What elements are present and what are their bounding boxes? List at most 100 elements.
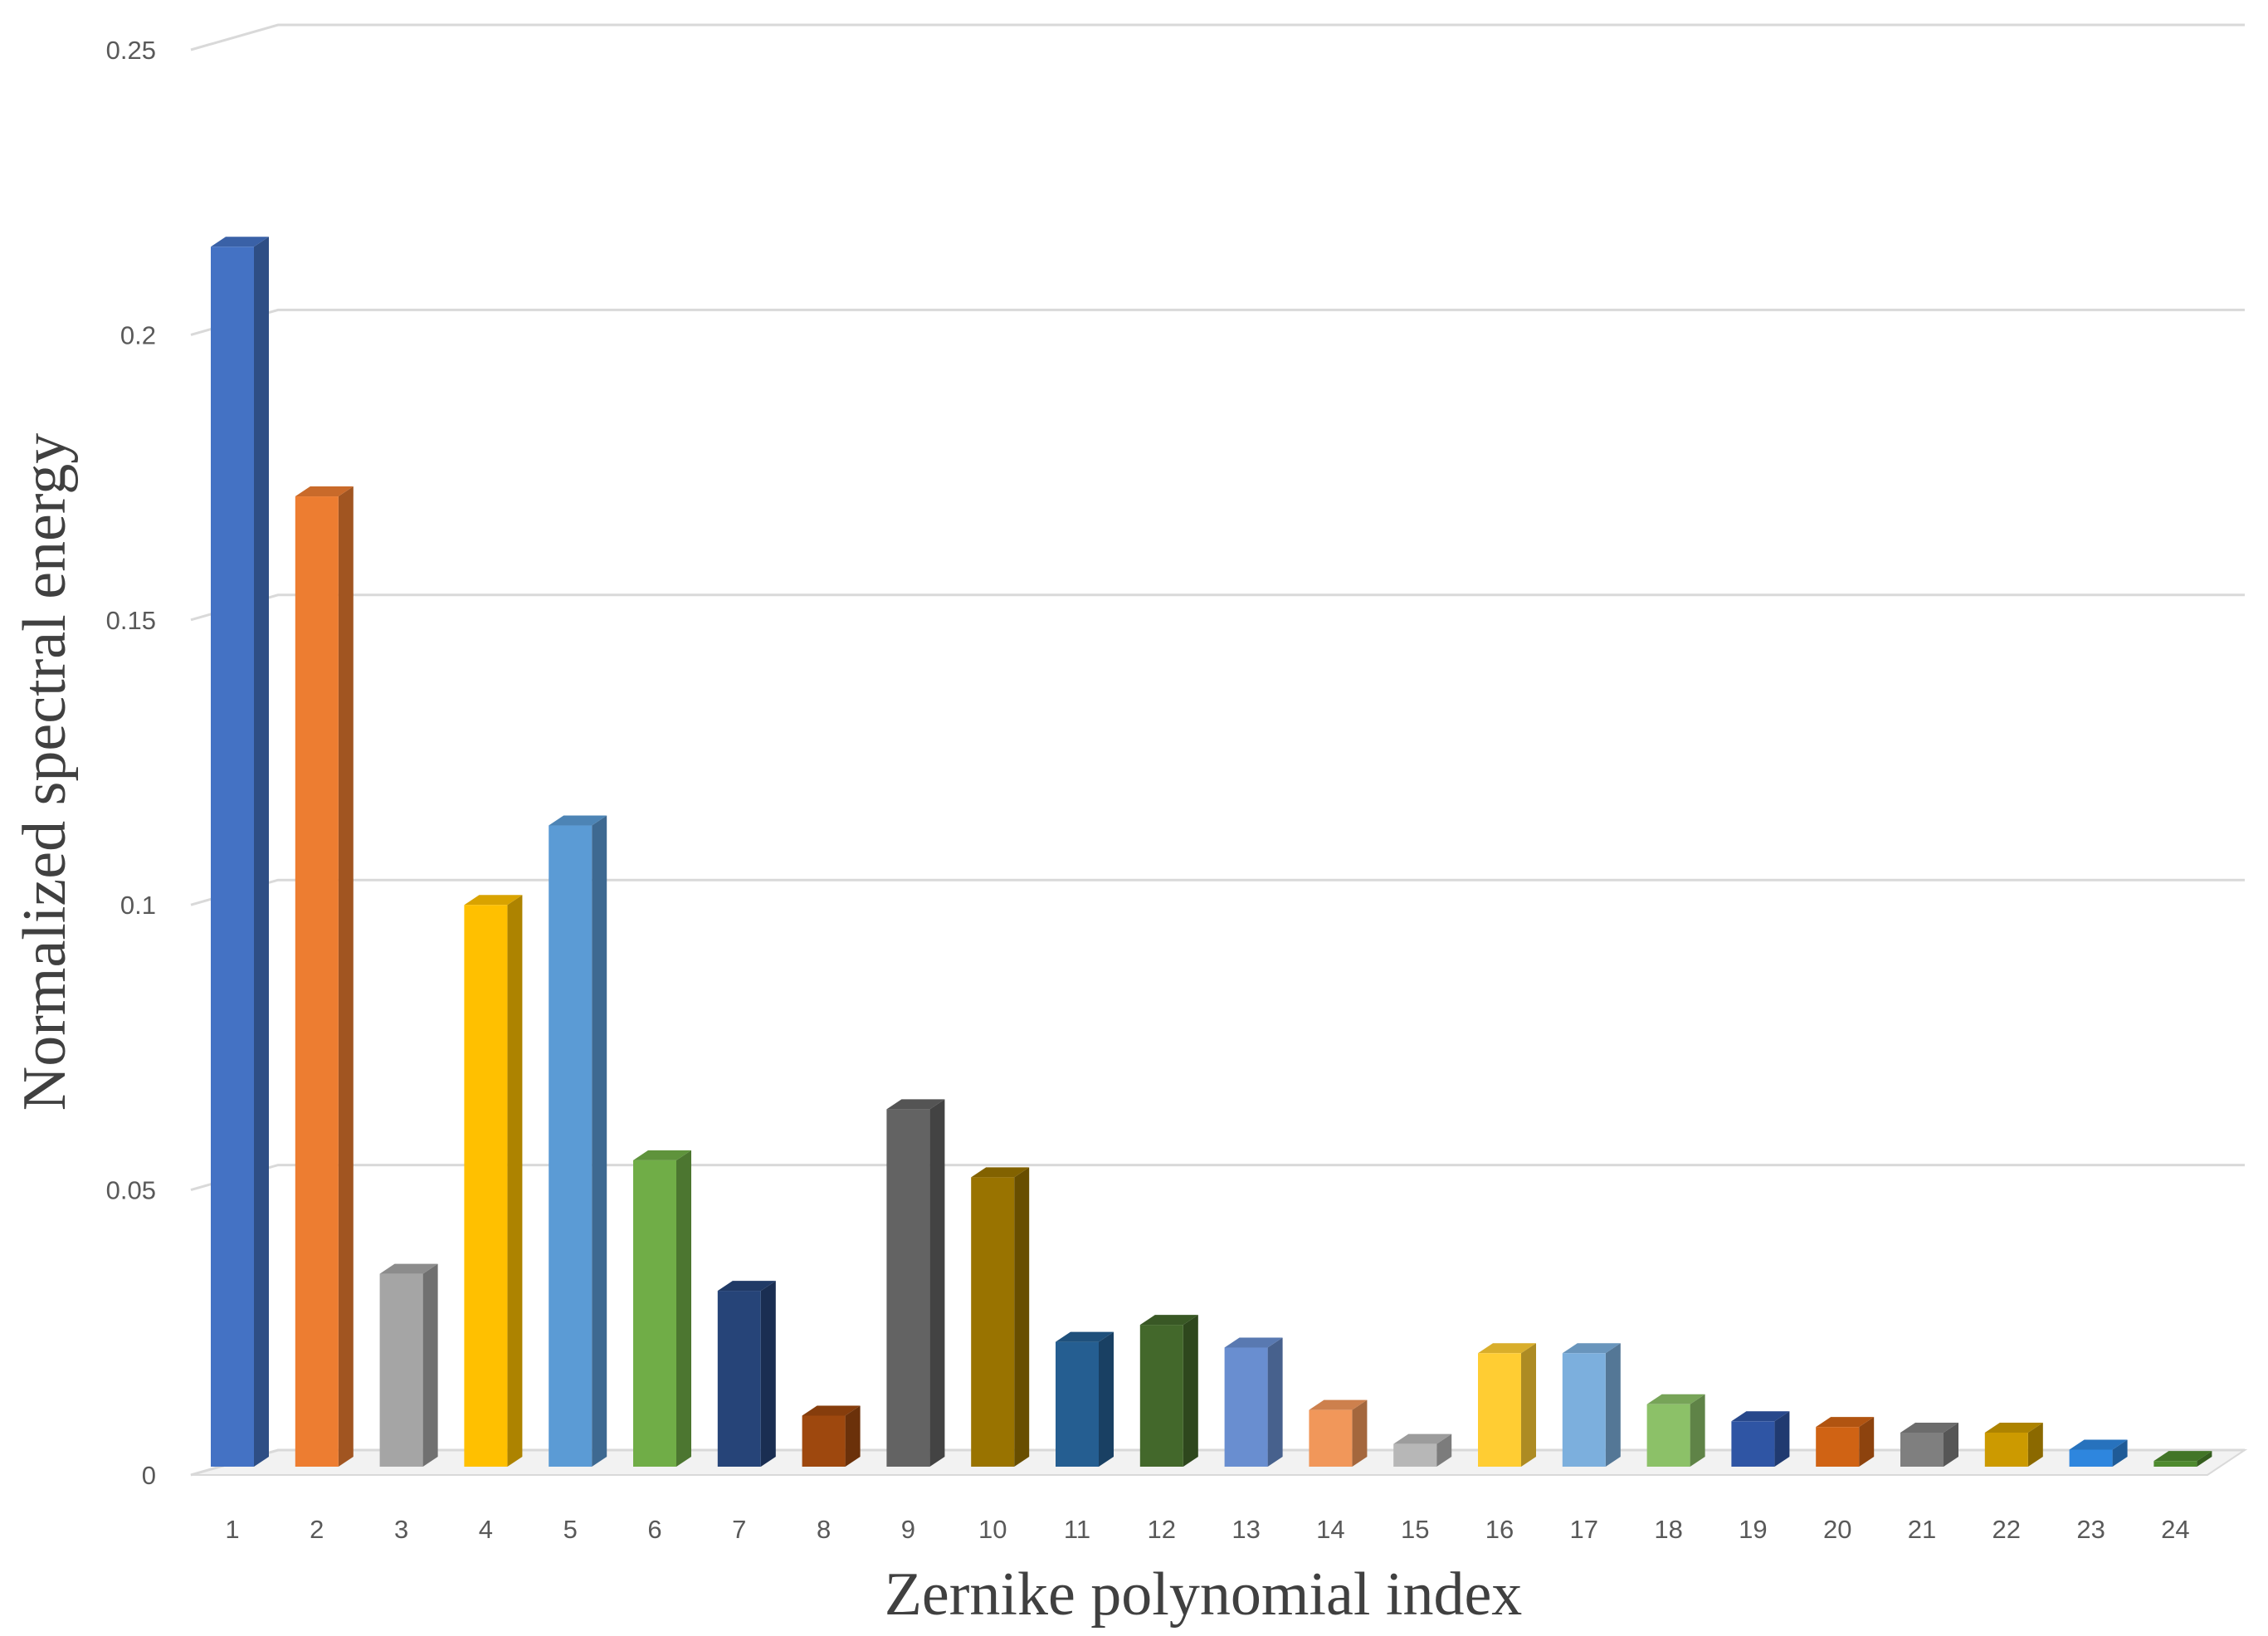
bar bbox=[1478, 1343, 1536, 1467]
bar bbox=[1562, 1343, 1621, 1467]
bar-side bbox=[1605, 1343, 1621, 1467]
y-tick-label: 0.2 bbox=[120, 320, 156, 349]
bar-side bbox=[1859, 1417, 1875, 1467]
bar-side bbox=[1774, 1411, 1790, 1467]
bar-side bbox=[760, 1281, 776, 1467]
bar-top bbox=[1816, 1417, 1875, 1428]
y-tick-label: 0.1 bbox=[120, 891, 156, 920]
bar-front bbox=[464, 905, 508, 1467]
bar bbox=[717, 1281, 776, 1467]
bar bbox=[1984, 1422, 2043, 1467]
bar-top bbox=[1562, 1343, 1621, 1354]
y-tick-label: 0.05 bbox=[106, 1176, 156, 1205]
gridline bbox=[190, 308, 2245, 336]
bar-top bbox=[1139, 1315, 1198, 1326]
bar-side bbox=[1352, 1399, 1368, 1467]
bar-top bbox=[464, 895, 523, 906]
bar-front bbox=[802, 1415, 846, 1467]
bar-top bbox=[1478, 1343, 1536, 1354]
x-tick-label: 24 bbox=[2161, 1515, 2189, 1544]
bar-front bbox=[1816, 1427, 1860, 1467]
bar-top bbox=[2069, 1439, 2128, 1450]
bar-side bbox=[2197, 1451, 2212, 1467]
x-tick-label: 22 bbox=[1992, 1515, 2021, 1544]
bar-front bbox=[1562, 1353, 1606, 1467]
bar bbox=[464, 895, 523, 1467]
bar bbox=[1056, 1331, 1114, 1467]
bar-front bbox=[1478, 1353, 1521, 1467]
bar-front bbox=[717, 1291, 761, 1467]
bar-top bbox=[1224, 1337, 1283, 1348]
bar-front bbox=[1900, 1432, 1944, 1467]
bar-side bbox=[338, 486, 354, 1468]
bar-front bbox=[1224, 1347, 1268, 1467]
gridline bbox=[190, 593, 2245, 622]
bar bbox=[1731, 1411, 1790, 1467]
x-tick-label: 17 bbox=[1570, 1515, 1598, 1544]
x-tick-label: 7 bbox=[732, 1515, 746, 1544]
bar bbox=[1224, 1337, 1283, 1467]
y-tick-label: 0.25 bbox=[106, 36, 156, 65]
bar-top bbox=[1056, 1331, 1114, 1342]
x-tick-label: 15 bbox=[1401, 1515, 1429, 1544]
x-tick-label: 2 bbox=[310, 1515, 324, 1544]
bar-side bbox=[1014, 1167, 1030, 1467]
bars bbox=[211, 237, 2212, 1468]
bar bbox=[1816, 1417, 1875, 1467]
bar-side bbox=[2027, 1422, 2043, 1467]
x-tick-label: 6 bbox=[647, 1515, 661, 1544]
bar-top bbox=[2153, 1451, 2212, 1462]
bar-front bbox=[1731, 1421, 1775, 1467]
x-tick-label: 9 bbox=[901, 1515, 915, 1544]
bar-side bbox=[1267, 1337, 1283, 1467]
y-tick-label: 0.15 bbox=[106, 606, 156, 635]
bar-front bbox=[971, 1177, 1015, 1467]
x-tick-label: 10 bbox=[978, 1515, 1007, 1544]
bar-side bbox=[1183, 1315, 1198, 1467]
bar-top bbox=[886, 1099, 945, 1110]
x-tick-label: 12 bbox=[1148, 1515, 1176, 1544]
bar-top bbox=[971, 1167, 1030, 1178]
bar-front bbox=[379, 1273, 423, 1467]
bar-top bbox=[1646, 1394, 1705, 1404]
x-tick-label: 11 bbox=[1064, 1515, 1090, 1544]
bar-side bbox=[592, 815, 607, 1467]
bar-top bbox=[633, 1150, 691, 1160]
x-tick-label: 14 bbox=[1316, 1515, 1344, 1544]
bar-front bbox=[2153, 1461, 2197, 1467]
bar-side bbox=[845, 1405, 861, 1467]
bar-front bbox=[211, 247, 254, 1467]
x-tick-label: 4 bbox=[479, 1515, 493, 1544]
bar-top bbox=[211, 237, 269, 247]
bar bbox=[1309, 1399, 1368, 1467]
bar-side bbox=[422, 1263, 438, 1467]
bar-front bbox=[886, 1109, 930, 1467]
gridline bbox=[190, 23, 2245, 51]
bar bbox=[549, 815, 607, 1467]
x-axis-ticks: 1 2 3 4 5 6 7 8 9 10 11 12 13 14 15 16 17 18 19 20 21 22 23 24 bbox=[225, 1515, 2189, 1544]
y-tick-label: 0 bbox=[142, 1461, 156, 1490]
bar bbox=[971, 1167, 1030, 1467]
bar-front bbox=[2069, 1449, 2113, 1467]
x-tick-label: 3 bbox=[394, 1515, 408, 1544]
bar bbox=[1646, 1394, 1705, 1467]
bar-side bbox=[2112, 1439, 2128, 1467]
bar bbox=[886, 1099, 945, 1467]
bar-front bbox=[549, 825, 593, 1467]
x-tick-label: 5 bbox=[563, 1515, 578, 1544]
bar-top bbox=[1393, 1433, 1452, 1444]
bar-front bbox=[1139, 1325, 1183, 1467]
x-tick-label: 16 bbox=[1485, 1515, 1514, 1544]
bar-side bbox=[676, 1150, 691, 1467]
bar-top bbox=[1309, 1399, 1368, 1410]
bar-top bbox=[295, 486, 354, 497]
x-tick-label: 13 bbox=[1232, 1515, 1260, 1544]
bar-side bbox=[254, 237, 269, 1467]
bar bbox=[379, 1263, 438, 1467]
bar-front bbox=[633, 1160, 676, 1467]
x-axis-title: Zernike polynomial index bbox=[885, 1560, 1523, 1629]
bar-side bbox=[1690, 1394, 1705, 1467]
bar bbox=[2069, 1439, 2128, 1467]
bar-side bbox=[1944, 1422, 1958, 1467]
